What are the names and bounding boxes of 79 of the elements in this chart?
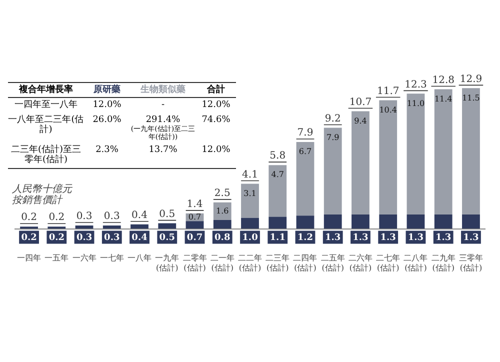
x-tick-label: 二五年 (估計) bbox=[320, 254, 345, 272]
data-label: 1.0 bbox=[242, 233, 258, 244]
total-label: 5.8 bbox=[270, 150, 286, 162]
data-label: 9.4 bbox=[354, 116, 367, 126]
data-label: 0.5 bbox=[159, 233, 175, 244]
total-label: 0.5 bbox=[159, 208, 176, 220]
total-label: 9.2 bbox=[324, 113, 341, 124]
total-label: 0.3 bbox=[76, 211, 92, 222]
data-label: 1.6 bbox=[216, 206, 229, 216]
data-label: 7.9 bbox=[326, 132, 340, 142]
x-tick-label: 一八年 bbox=[128, 254, 152, 263]
data-label: 6.7 bbox=[298, 147, 312, 156]
annotation: 2.3% bbox=[94, 144, 120, 158]
total-label: 1.4 bbox=[186, 199, 203, 210]
annotation: 一八年至二三年(估計) bbox=[8, 114, 84, 138]
data-label: 1.3 bbox=[352, 233, 368, 244]
x-tick-label: 二三年 (估計) bbox=[266, 254, 290, 272]
data-label: 0.7 bbox=[188, 212, 202, 222]
x-tick-label: 三零年 (估計) bbox=[458, 254, 483, 272]
total-label: 12.3 bbox=[404, 79, 427, 90]
total-label: 4.1 bbox=[242, 169, 258, 180]
x-tick-label: 二七年 (估計) bbox=[376, 254, 400, 272]
data-label: 1.3 bbox=[380, 233, 396, 244]
data-label: 11.4 bbox=[434, 94, 452, 104]
total-label: 12.9 bbox=[460, 74, 482, 85]
total-label: 0.3 bbox=[104, 211, 120, 222]
annotation: 複合年增長率 bbox=[8, 83, 84, 98]
data-label: 0.7 bbox=[186, 233, 203, 244]
data-label: 1.1 bbox=[270, 233, 286, 244]
x-tick-label: 二六年 (估計) bbox=[348, 254, 372, 272]
x-tick-label: 二一年 (估計) bbox=[210, 254, 234, 272]
total-label: 0.4 bbox=[132, 210, 148, 221]
data-label: 1.3 bbox=[408, 233, 424, 244]
annotation: 12.0% bbox=[200, 144, 232, 158]
total-label: 0.2 bbox=[48, 212, 65, 224]
x-tick-label: 二九年 (估計) bbox=[431, 254, 456, 272]
data-label: 0.2 bbox=[48, 233, 64, 244]
annotation: 合計 bbox=[196, 83, 236, 98]
data-label: 3.1 bbox=[244, 188, 256, 198]
annotation: 12.0% bbox=[200, 99, 232, 112]
total-label: 10.7 bbox=[349, 96, 372, 108]
total-label: 12.8 bbox=[432, 74, 454, 86]
x-tick-label: 二四年 (估計) bbox=[293, 254, 318, 272]
x-tick-label: 二二年 (估計) bbox=[238, 254, 262, 272]
x-tick-label: 二八年 (估計) bbox=[404, 254, 428, 272]
annotation: - bbox=[160, 99, 166, 112]
data-label: 0.4 bbox=[132, 233, 148, 244]
data-label: 1.3 bbox=[463, 233, 479, 244]
text: 生物類似藥 bbox=[130, 83, 196, 98]
data-label: 1.3 bbox=[325, 233, 341, 244]
data-label: 0.3 bbox=[76, 233, 92, 244]
data-label: 0.8 bbox=[214, 233, 230, 244]
x-tick-label: 一四年 bbox=[17, 254, 42, 263]
y-axis-title: 人民幣十億元 bbox=[12, 184, 72, 195]
annotation: 26.0% bbox=[92, 114, 122, 127]
total-label: 7.9 bbox=[297, 128, 314, 139]
data-label: 10.4 bbox=[379, 105, 398, 114]
annotation: 一四年至一八年 bbox=[14, 98, 78, 112]
text: 按銷售價計 bbox=[12, 195, 62, 206]
total-label: 2.5 bbox=[214, 188, 230, 200]
annotation: 13.7% bbox=[148, 144, 178, 158]
data-label: 11.0 bbox=[406, 98, 425, 108]
x-tick-label: 一五年 bbox=[44, 254, 69, 263]
data-label: 0.3 bbox=[104, 233, 120, 244]
annotation: 12.0% bbox=[92, 99, 122, 112]
x-tick-label: 一七年 bbox=[100, 254, 124, 263]
total-label: 0.2 bbox=[21, 212, 37, 224]
x-tick-label: 二零年 (估計) bbox=[182, 254, 207, 272]
annotation: 二三年(估計)至三零年(估計) bbox=[10, 144, 82, 168]
data-label: 11.5 bbox=[462, 93, 480, 102]
x-tick-label: 一九年 (估計) bbox=[155, 254, 180, 272]
annotation: 74.6% bbox=[200, 114, 232, 127]
total-label: 11.7 bbox=[376, 86, 400, 97]
x-tick-label: 一六年 bbox=[72, 254, 96, 263]
data-label: 0.2 bbox=[21, 233, 37, 244]
text: 原研藥 bbox=[84, 83, 130, 98]
data-label: 1.3 bbox=[436, 233, 452, 244]
data-label: 1.2 bbox=[297, 233, 314, 244]
data-label: 4.7 bbox=[271, 170, 284, 180]
